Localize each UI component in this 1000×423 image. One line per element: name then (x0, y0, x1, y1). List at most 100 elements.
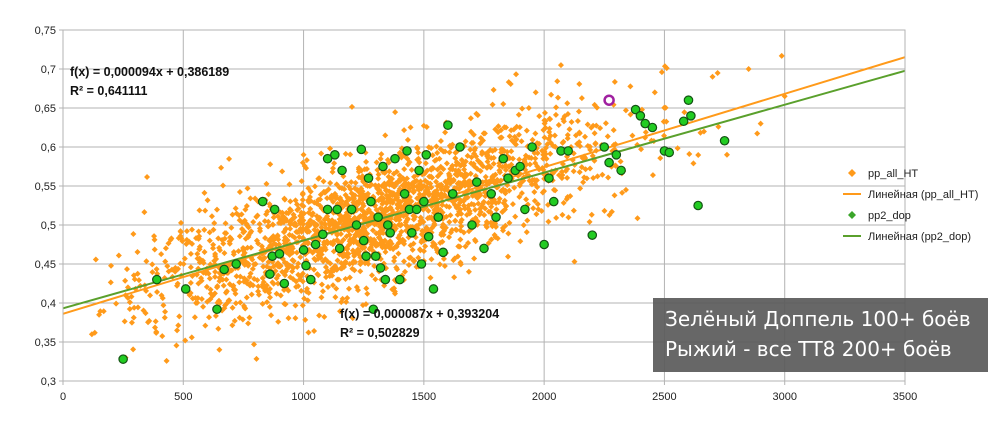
orange-diamond-point (266, 201, 273, 208)
legend-label-pp2-dop: pp2_dop (868, 210, 911, 222)
green-circle-point (382, 220, 393, 230)
orange-diamond-point (134, 304, 141, 311)
orange-diamond-point (465, 240, 472, 247)
y-tick-label: 0,3 (41, 376, 56, 388)
orange-diamond-point (327, 239, 334, 246)
highlight-circle-point (603, 94, 615, 106)
orange-diamond-point (433, 143, 440, 150)
trendlines (62, 56, 906, 315)
orange-diamond-point (397, 222, 404, 229)
orange-diamond-point (305, 289, 312, 296)
orange-diamond-point (629, 132, 636, 139)
orange-diamond-point (195, 228, 202, 235)
y-tick-label: 0,65 (35, 103, 56, 115)
orange-diamond-point (222, 289, 229, 296)
orange-diamond-point (546, 125, 553, 132)
orange-diamond-point (126, 299, 133, 306)
orange-diamond-point (560, 138, 567, 145)
orange-diamond-point (214, 284, 221, 291)
orange-diamond-point (212, 268, 219, 275)
orange-diamond-point (327, 195, 334, 202)
orange-diamond-point (438, 190, 445, 197)
orange-diamond-point (513, 71, 520, 78)
orange-diamond-point (316, 214, 323, 221)
green-circle-point (447, 189, 458, 199)
orange-diamond-point (578, 95, 585, 102)
orange-diamond-point (447, 166, 454, 173)
orange-diamond-point (176, 313, 183, 320)
orange-diamond-point (528, 181, 535, 188)
orange-diamond-point (690, 160, 697, 167)
green-circle-point (421, 150, 432, 160)
green-circle-point (399, 189, 410, 199)
orange-diamond-point (516, 193, 523, 200)
orange-diamond-point (350, 199, 357, 206)
orange-diamond-point (394, 191, 401, 198)
green-circle-point (664, 147, 675, 158)
green-circle-point (373, 212, 383, 222)
orange-diamond-point (287, 198, 294, 205)
orange-diamond-point (488, 236, 495, 243)
orange-diamond-point (249, 265, 256, 272)
orange-diamond-point (334, 231, 341, 238)
orange-diamond-point (428, 256, 435, 263)
orange-diamond-point (500, 100, 507, 107)
orange-diamond-point (415, 254, 422, 261)
orange-diamond-point (404, 136, 411, 143)
orange-diamond-point (196, 246, 203, 253)
green-circle-point (486, 189, 497, 199)
orange-diamond-point (438, 185, 445, 192)
orange-diamond-point (130, 346, 137, 353)
orange-diamond-point (253, 355, 260, 362)
orange-diamond-point (604, 133, 611, 140)
orange-diamond-point (300, 151, 307, 158)
orange-diamond-point (311, 255, 318, 262)
orange-diamond-point (303, 165, 310, 172)
orange-diamond-point (745, 66, 752, 72)
orange-diamond-point (495, 199, 502, 206)
green-circle-point (498, 153, 509, 164)
orange-diamond-point (203, 283, 210, 290)
green-circle-point (385, 228, 395, 238)
orange-diamond-point (638, 146, 645, 153)
orange-diamond-point (315, 272, 322, 279)
orange-diamond-point (269, 279, 276, 286)
orange-diamond-point (173, 282, 180, 289)
orange-diamond-point (245, 320, 252, 327)
orange-diamond-point (571, 258, 578, 265)
orange-diamond-point (473, 194, 480, 201)
orange-diamond-point (279, 168, 286, 175)
orange-diamond-point (529, 136, 536, 143)
orange-diamond-point (425, 207, 432, 214)
orange-diamond-point (437, 137, 444, 144)
caption-line-1: Зелёный Доппель 100+ боёв (665, 307, 971, 331)
orange-diamond-point (294, 206, 301, 213)
green-circle-point (527, 142, 537, 152)
orange-diamond-point (377, 205, 384, 212)
green-circle-point (433, 212, 444, 222)
orange-diamond-point (547, 150, 554, 157)
orange-diamond-point (364, 209, 371, 216)
orange-diamond-point (277, 220, 284, 227)
orange-diamond-point (555, 94, 562, 101)
green-circle-point (402, 146, 412, 156)
orange-diamond-point (246, 314, 253, 321)
orange-diamond-point (431, 188, 438, 195)
orange-diamond-point (159, 333, 166, 340)
x-tick-label: 3000 (772, 391, 796, 403)
orange-diamond-point (421, 191, 428, 198)
orange-diamond-point (516, 156, 523, 163)
orange-diamond-point (215, 325, 222, 332)
orange-diamond-point (557, 62, 564, 69)
orange-diamond-point (548, 91, 555, 98)
x-tick-label: 2500 (652, 391, 676, 403)
x-tick-label: 3500 (893, 391, 917, 403)
orange-diamond-point (622, 107, 629, 114)
orange-diamond-point (496, 167, 503, 174)
orange-diamond-point (576, 169, 583, 176)
orange-diamond-point (113, 300, 120, 307)
orange-diamond-point (541, 109, 548, 116)
orange-diamond-point (361, 215, 368, 222)
orange-diamond-point (229, 322, 236, 329)
